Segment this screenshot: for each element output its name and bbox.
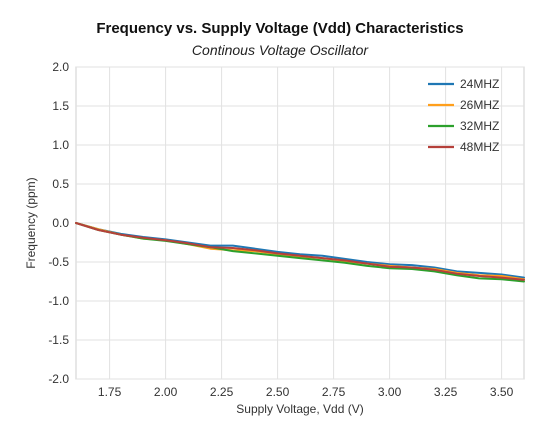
y-tick-label: 1.0 xyxy=(52,138,69,152)
y-tick-label: -0.5 xyxy=(48,255,69,269)
x-tick-label: 2.50 xyxy=(266,385,290,399)
series-lines xyxy=(75,222,525,283)
y-tick-label: -1.5 xyxy=(48,333,69,347)
legend-label-48mhz: 48MHZ xyxy=(460,140,499,154)
y-tick-label: 2.0 xyxy=(52,60,69,74)
x-tick-label: 1.75 xyxy=(98,385,122,399)
legend-label-26mhz: 26MHZ xyxy=(460,98,499,112)
legend: 24MHZ 26MHZ 32MHZ 48MHZ xyxy=(428,77,499,154)
x-axis-title: Supply Voltage, Vdd (V) xyxy=(236,402,363,416)
series-line-48mhz xyxy=(75,222,525,281)
x-tick-label: 3.25 xyxy=(434,385,458,399)
chart-subtitle: Continous Voltage Oscillator xyxy=(191,42,369,58)
x-tick-label: 2.25 xyxy=(210,385,234,399)
y-tick-label: 0.0 xyxy=(52,216,69,230)
x-tick-label: 2.75 xyxy=(322,385,346,399)
x-tick-label: 3.50 xyxy=(490,385,514,399)
y-axis-title: Frequency (ppm) xyxy=(24,177,38,268)
x-tick-label: 3.00 xyxy=(378,385,402,399)
y-tick-label: -1.0 xyxy=(48,294,69,308)
legend-label-24mhz: 24MHZ xyxy=(460,77,499,91)
x-tick-label: 2.00 xyxy=(154,385,178,399)
y-tick-label: 1.5 xyxy=(52,99,69,113)
x-axis-ticks: 1.75 2.00 2.25 2.50 2.75 3.00 3.25 3.50 xyxy=(98,385,514,399)
y-tick-label: -2.0 xyxy=(48,372,69,386)
chart-title: Frequency vs. Supply Voltage (Vdd) Chara… xyxy=(96,20,464,37)
y-tick-label: 0.5 xyxy=(52,177,69,191)
y-axis-ticks: 2.0 1.5 1.0 0.5 0.0 -0.5 -1.0 -1.5 -2.0 xyxy=(48,60,69,386)
legend-label-32mhz: 32MHZ xyxy=(460,119,499,133)
